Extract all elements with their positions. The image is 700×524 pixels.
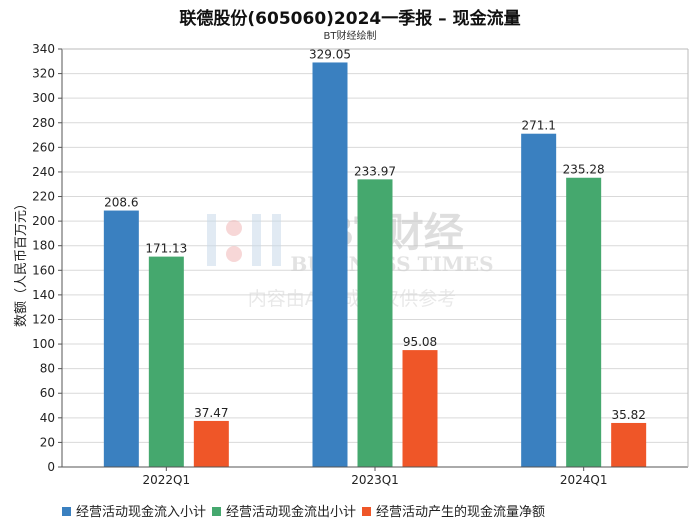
data-label: 95.08 [403,335,437,349]
y-tick-label: 100 [32,337,55,351]
watermark: BT财经 BUSINESS TIMES 内容由AI生成，仅供参考 [207,209,494,310]
axes: 0 20 40 60 80 100 120 140 160 180 200 220 240 260 280 3… [32,42,689,487]
bar [611,422,647,467]
legend-label: 经营活动产生的现金流量净额 [376,505,546,520]
legend: 经营活动现金流入小计 经营活动现金流出小计 经营活动产生的现金流量净额 [62,501,551,520]
watermark-notice: 内容由AI生成，仅供参考 [248,288,457,310]
watermark-logo-dot-2 [226,246,242,262]
y-tick-label: 40 [40,411,55,425]
y-tick-label: 140 [32,288,55,302]
y-tick-label: 80 [40,362,55,376]
data-label: 271.1 [521,119,555,133]
y-tick-label: 340 [32,42,55,56]
legend-swatch [362,507,372,516]
chart-subtitle: BT财经绘制 [323,31,377,42]
bar [148,256,184,467]
legend-swatch [62,507,71,516]
y-tick-label: 60 [40,386,55,400]
y-tick-label: 280 [32,116,55,130]
y-tick-label: 260 [32,140,55,154]
data-label: 329.05 [309,47,351,61]
data-label: 37.47 [194,406,228,420]
legend-label: 经营活动现金流入小计 [76,505,207,520]
watermark-logo-bar-3 [272,214,281,266]
data-label: 233.97 [354,164,396,178]
bar [312,62,348,467]
watermark-logo-bar-1 [207,214,216,266]
y-tick-label: 220 [32,190,55,204]
legend-item: 经营活动产生的现金流量净额 [362,501,545,520]
y-tick-label: 20 [40,435,55,449]
watermark-logo-dot-1 [226,220,242,236]
y-tick-label: 0 [47,460,55,474]
y-tick-label: 120 [32,312,55,326]
bar [357,179,393,467]
bar [402,350,438,467]
chart-title: 联德股份(605060)2024一季报 – 现金流量 [179,9,521,29]
legend-swatch [212,507,222,516]
data-label: 35.82 [611,408,645,422]
bar [103,210,139,467]
legend-label: 经营活动现金流出小计 [226,505,357,520]
bar [521,133,557,467]
legend-item: 经营活动现金流入小计 [62,501,206,520]
x-tick-label: 2023Q1 [351,473,399,487]
y-tick-label: 240 [32,165,55,179]
bar [566,177,602,467]
legend-item: 经营活动现金流出小计 [212,501,356,520]
y-tick-label: 160 [32,263,55,277]
x-tick-label: 2024Q1 [560,473,608,487]
x-tick-label: 2022Q1 [143,473,191,487]
data-labels: 208.6 171.13 37.47 329.05 233.97 95.08 271.1 23… [104,47,646,422]
data-label: 171.13 [145,242,187,256]
y-tick-label: 200 [32,214,55,228]
y-tick-label: 180 [32,239,55,253]
bar [193,420,229,467]
data-label: 235.28 [563,163,605,177]
y-axis-label: 数额（人民币百万元） [14,197,29,327]
y-tick-label: 320 [32,67,55,81]
watermark-logo-bar-2 [252,214,261,266]
y-tick-label: 300 [32,91,55,105]
data-label: 208.6 [104,196,138,210]
bars [103,62,647,467]
